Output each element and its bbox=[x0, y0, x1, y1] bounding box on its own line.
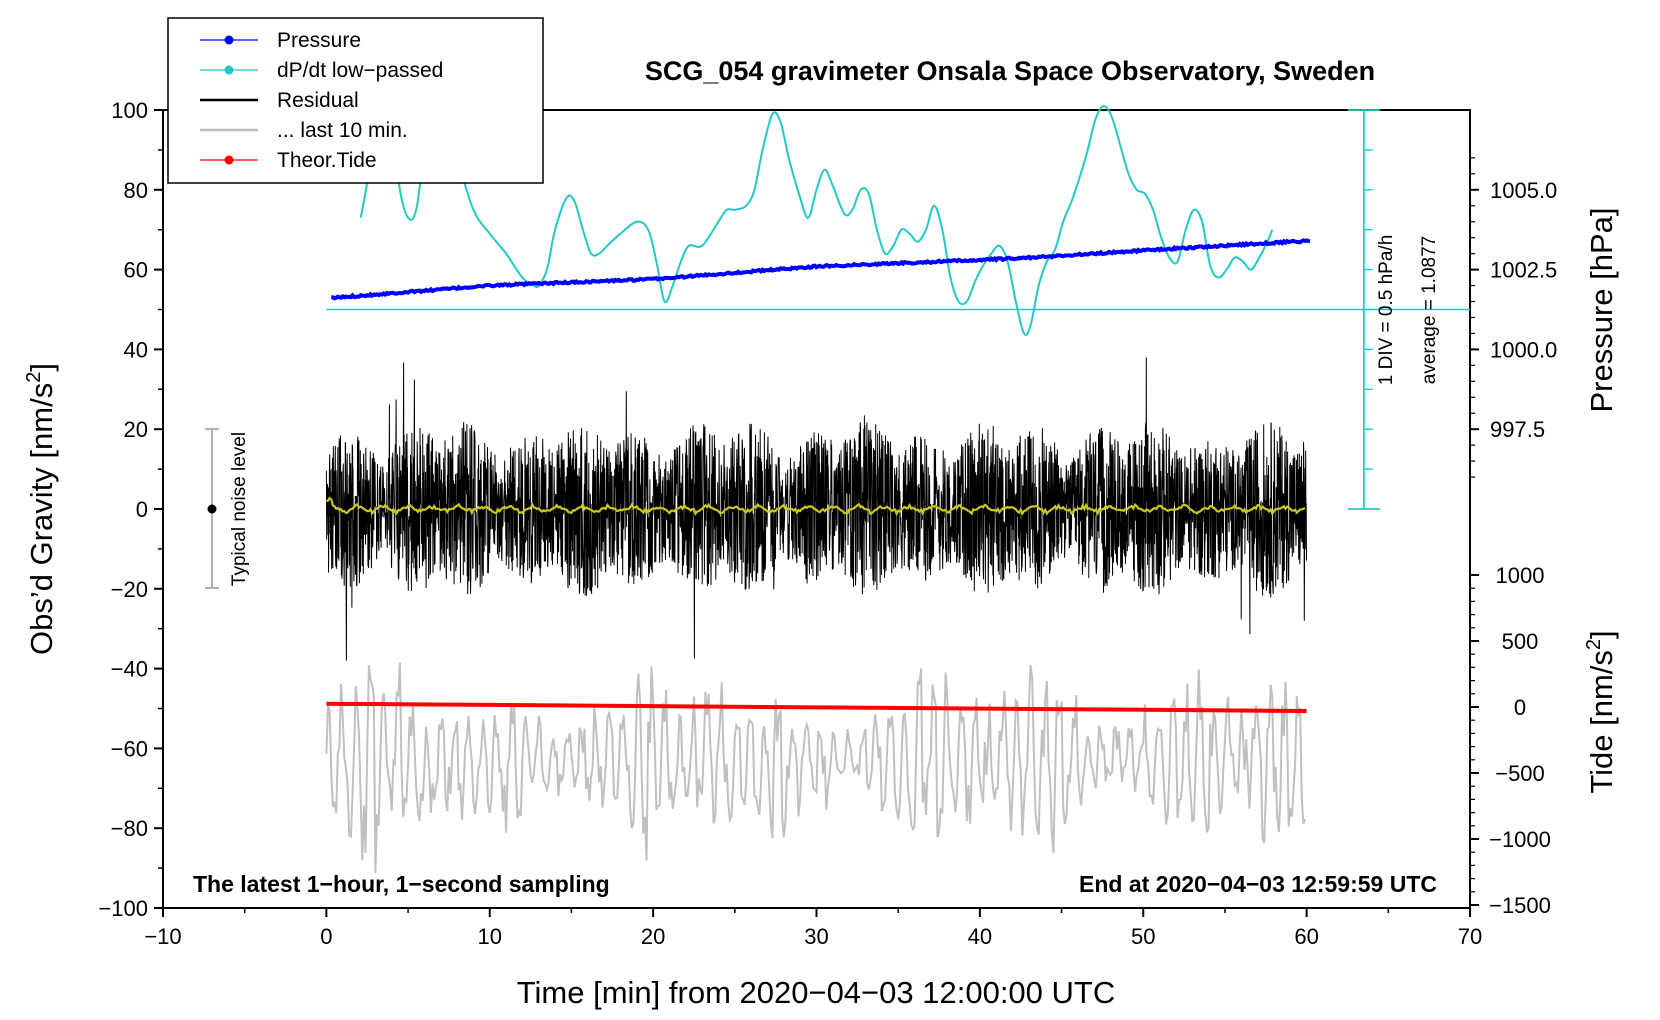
y-tick-label: 60 bbox=[124, 258, 148, 283]
annotation-bottom-left: The latest 1−hour, 1−second sampling bbox=[193, 871, 610, 897]
pressure-tick-label: 997.5 bbox=[1490, 417, 1545, 442]
x-tick-label: 40 bbox=[968, 924, 992, 949]
tide-label-main: Tide [nm/s bbox=[1584, 650, 1619, 794]
dpdt-scale-bar bbox=[326, 109, 1470, 510]
legend: Pressure dP/dt low−passed Residual ... last… bbox=[167, 17, 544, 184]
y-tick-label: 0 bbox=[136, 497, 148, 522]
noise-bar-dot bbox=[207, 504, 217, 514]
legend-label: dP/dt low−passed bbox=[277, 59, 443, 82]
y-tick-label: −100 bbox=[98, 896, 148, 921]
legend-items: Pressure dP/dt low−passed Residual ... last… bbox=[200, 29, 443, 172]
pressure-axis-ticks: 1005.0 1002.5 1000.0 997.5 bbox=[1470, 157, 1557, 478]
dpdt-series-layer bbox=[359, 97, 1274, 336]
x-axis-ticks: −10 0 10 20 30 40 50 60 70 bbox=[144, 908, 1482, 949]
legend-marker bbox=[224, 65, 234, 75]
noise-level-bar bbox=[205, 428, 219, 589]
tide-axis-ticks: 1000 500 0 −500 −1000 −1500 bbox=[1470, 563, 1551, 918]
y-tick-label: −20 bbox=[111, 577, 148, 602]
y-tick-label: 100 bbox=[111, 98, 148, 123]
y-tick-label: −80 bbox=[111, 816, 148, 841]
tide-tick-label: −500 bbox=[1495, 761, 1545, 786]
tide-tick-label: −1500 bbox=[1489, 893, 1551, 918]
y-tick-label: −60 bbox=[111, 736, 148, 761]
legend-label: ... last 10 min. bbox=[277, 119, 408, 142]
tide-tick-label: −1000 bbox=[1489, 827, 1551, 852]
grey-series-layer bbox=[325, 662, 1306, 874]
tide-tick-label: 0 bbox=[1514, 695, 1526, 720]
noise-label: Typical noise level bbox=[229, 432, 250, 586]
x-tick-label: 20 bbox=[641, 924, 665, 949]
x-axis-label: Time [min] from 2020−04−03 12:00:00 UTC bbox=[517, 975, 1116, 1010]
y-label-sup: 2 bbox=[23, 372, 45, 383]
div-label: 1 DIV = 0.5 hPa/h bbox=[1376, 235, 1397, 386]
y-axis-label-left: Obs’d Gravity [nm/s2] bbox=[23, 363, 59, 655]
y-label-close: ] bbox=[24, 363, 59, 372]
y-axis-label-pressure: Pressure [hPa] bbox=[1584, 207, 1619, 412]
x-tick-label: 50 bbox=[1131, 924, 1155, 949]
tide-label-sup: 2 bbox=[1583, 639, 1605, 650]
pressure-tick-label: 1002.5 bbox=[1490, 258, 1557, 283]
x-tick-label: 70 bbox=[1458, 924, 1482, 949]
smoothed-residual-line bbox=[326, 496, 1306, 517]
theor-tide-line bbox=[326, 701, 1307, 713]
last-10-min-line bbox=[325, 662, 1306, 874]
y-axis-label-tide: Tide [nm/s2] bbox=[1583, 630, 1619, 793]
dpdt-line bbox=[359, 97, 1274, 336]
x-tick-label: 60 bbox=[1294, 924, 1318, 949]
x-tick-label: −10 bbox=[144, 924, 181, 949]
smoothed-series-layer bbox=[326, 496, 1306, 517]
y-label-main: Obs’d Gravity [nm/s bbox=[24, 383, 59, 655]
legend-label: Theor.Tide bbox=[277, 149, 377, 172]
x-tick-label: 0 bbox=[320, 924, 332, 949]
legend-label: Residual bbox=[277, 89, 359, 112]
legend-label: Pressure bbox=[277, 29, 361, 52]
legend-marker bbox=[224, 155, 234, 165]
y-tick-label: 40 bbox=[124, 337, 148, 362]
tide-series-layer bbox=[326, 701, 1307, 713]
y-tick-label: −40 bbox=[111, 657, 148, 682]
x-tick-label: 10 bbox=[478, 924, 502, 949]
pressure-line bbox=[331, 238, 1311, 301]
pressure-series-layer bbox=[331, 238, 1311, 301]
tide-label-close: ] bbox=[1584, 630, 1619, 639]
pressure-tick-label: 1005.0 bbox=[1490, 178, 1557, 203]
legend-marker bbox=[224, 35, 234, 45]
average-label: average = 1.0877 bbox=[1419, 236, 1440, 384]
y-axis-ticks: −100 −80 −60 −40 −20 0 20 40 60 80 100 bbox=[98, 98, 163, 921]
chart-title: SCG_054 gravimeter Onsala Space Observat… bbox=[645, 56, 1375, 86]
y-tick-label: 80 bbox=[124, 178, 148, 203]
tide-tick-label: 500 bbox=[1502, 629, 1539, 654]
annotation-bottom-right: End at 2020−04−03 12:59:59 UTC bbox=[1079, 871, 1437, 897]
y-tick-label: 20 bbox=[124, 417, 148, 442]
x-tick-label: 30 bbox=[804, 924, 828, 949]
pressure-tick-label: 1000.0 bbox=[1490, 337, 1557, 362]
tide-tick-label: 1000 bbox=[1496, 563, 1545, 588]
